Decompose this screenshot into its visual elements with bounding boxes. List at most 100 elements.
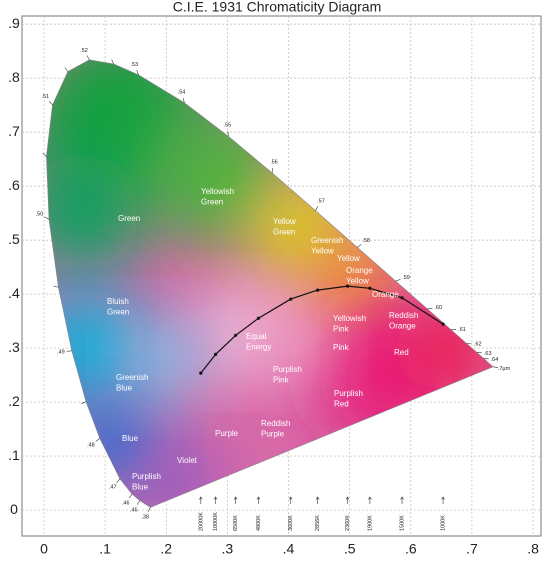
- planck-arrow: [345, 496, 350, 504]
- wavelength-label: .63: [484, 351, 492, 357]
- region-label: Yellow: [346, 277, 369, 286]
- wavelength-label: .55: [224, 123, 232, 129]
- locus-tick: [128, 493, 133, 499]
- wavelength-label: .48: [87, 442, 95, 448]
- y-tick-label: 0: [10, 501, 18, 517]
- locus-tick: [427, 308, 433, 310]
- wavelength-label: .57: [317, 198, 325, 204]
- x-tick-label: .4: [283, 541, 295, 557]
- locus-tick: [147, 507, 151, 512]
- planck-arrow: [441, 496, 445, 504]
- y-tick-label: .8: [8, 69, 20, 85]
- wavelength-label: .62: [474, 342, 482, 348]
- wavelength-label: .53: [131, 62, 139, 68]
- blur-patch: [385, 540, 510, 560]
- wavelength-label: .64: [491, 357, 499, 363]
- wavelength-label: .46: [122, 501, 130, 507]
- locus-tick: [483, 358, 489, 360]
- color-blob: [126, 318, 207, 399]
- region-label: Equal: [246, 332, 267, 341]
- region-label: Violet: [177, 456, 198, 465]
- spectral-locus: [46, 59, 494, 508]
- x-tick-label: .6: [405, 541, 417, 557]
- planck-label: 20000K: [198, 512, 204, 531]
- region-label: Pink: [333, 343, 350, 352]
- planck-point: [400, 296, 404, 300]
- y-tick-label: .2: [8, 393, 20, 409]
- region-label: Purple: [261, 430, 285, 439]
- planck-arrow: [199, 496, 203, 504]
- locus-tick: [271, 167, 274, 173]
- region-label: Greenish: [311, 236, 343, 245]
- locus-tick: [111, 59, 115, 65]
- region-label: Red: [394, 348, 409, 357]
- region-label: Yellow: [337, 254, 360, 263]
- planck-point: [199, 371, 203, 375]
- locus-tick: [116, 478, 121, 483]
- wavelength-label: .52: [80, 48, 88, 54]
- wavelength-label: .58: [362, 238, 370, 244]
- region-label: Pink: [333, 325, 350, 334]
- locus-tick: [81, 401, 87, 404]
- y-tick-label: .5: [8, 231, 20, 247]
- region-label: Orange: [372, 290, 399, 299]
- planck-point: [368, 286, 372, 290]
- planck-point: [289, 297, 293, 301]
- region-label: Purplish: [273, 365, 302, 374]
- region-label: Green: [107, 308, 129, 317]
- region-label: Orange: [346, 266, 373, 275]
- y-tick-label: .7: [8, 123, 20, 139]
- region-label: Purple: [215, 429, 239, 438]
- color-blob: [304, 238, 395, 329]
- x-tick-label: .7: [466, 541, 478, 557]
- planck-arrow: [233, 496, 238, 504]
- region-label: Blue: [132, 483, 149, 492]
- wavelength-label: .61: [458, 327, 466, 333]
- locus-tick: [493, 366, 499, 368]
- region-label: Purplish: [132, 472, 161, 481]
- planck-point: [214, 352, 218, 357]
- planck-arrow: [400, 496, 404, 504]
- wavelength-label: .50: [36, 211, 44, 217]
- region-label: Bluish: [107, 297, 129, 306]
- planck-label: 1900K: [367, 515, 373, 531]
- region-label: Purplish: [334, 389, 363, 398]
- x-tick-label: .8: [527, 541, 539, 557]
- region-label: Orange: [389, 322, 416, 331]
- x-tick-label: .2: [160, 541, 172, 557]
- region-label: Reddish: [261, 419, 290, 428]
- region-label: Blue: [116, 384, 133, 393]
- marks: .38.45.46 .47 .48 .49 .50 .51 .52 .53 .54 .55 .56.…: [36, 48, 511, 531]
- planck-label: 10000K: [213, 512, 219, 531]
- x-tick-label: .5: [344, 541, 356, 557]
- locus-tick: [44, 216, 50, 220]
- planck-point: [234, 333, 238, 337]
- y-tick-label: .3: [8, 339, 20, 355]
- planck-point: [345, 284, 350, 288]
- region-label: Yellow: [311, 247, 334, 256]
- region-label: Red: [334, 400, 349, 409]
- x-tick-label: .3: [222, 541, 234, 557]
- planck-point: [441, 322, 445, 326]
- wavelength-label: .7µm: [498, 366, 511, 372]
- region-label: Reddish: [389, 311, 418, 320]
- wavelength-label: .60: [434, 305, 442, 311]
- locus-tick: [86, 55, 90, 60]
- wavelength-label: .51: [42, 94, 50, 100]
- planckian-locus: [200, 285, 444, 374]
- region-label: Green: [201, 198, 223, 207]
- wavelength-label: .47: [109, 485, 117, 491]
- region-label: Green: [118, 214, 140, 223]
- locus-tick: [64, 67, 69, 72]
- wavelength-label: .59: [402, 275, 410, 281]
- planck-point: [316, 288, 320, 292]
- chart-title: C.I.E. 1931 Chromaticity Diagram: [173, 0, 382, 15]
- wavelength-label: .54: [178, 90, 186, 96]
- region-label: Yellowish: [333, 314, 366, 323]
- planck-label: 6500K: [233, 515, 239, 531]
- x-tick-label: .1: [99, 541, 111, 557]
- planck-arrow: [288, 496, 293, 504]
- region-label: Blue: [122, 434, 139, 443]
- y-tick-label: .6: [8, 177, 20, 193]
